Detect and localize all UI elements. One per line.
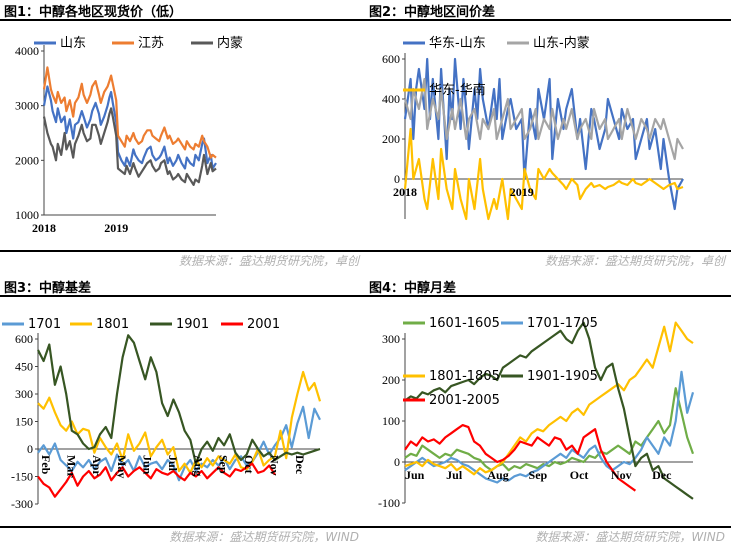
y-tick-label: 0 bbox=[394, 172, 400, 186]
panel-basis: 图3：中醇基差 -300 -150 0 150 300 450 600 Feb Mar Apr Ma… bbox=[0, 276, 365, 548]
x-tick-label: Nov bbox=[267, 455, 281, 476]
y-tick-label: 100 bbox=[382, 414, 400, 428]
y-tick-label: 600 bbox=[382, 52, 400, 66]
y-tick-label: 0 bbox=[27, 442, 33, 456]
y-tick-label: 400 bbox=[382, 92, 400, 106]
x-tick-label: Apr bbox=[90, 455, 104, 476]
chart-calendar-spread: -100 0 100 200 300 Jun Jul Aug Sep Oct Nov Dec 1601-… bbox=[378, 316, 695, 510]
series-line-华东-山东 bbox=[403, 57, 684, 211]
y-tick-label: 3000 bbox=[15, 99, 39, 113]
legend-label: 内蒙 bbox=[217, 35, 243, 51]
y-tick-label: 1000 bbox=[15, 208, 39, 222]
legend-label: 1901-1905 bbox=[527, 369, 598, 384]
source-note: 数据来源：盛达期货研究院，卓创 bbox=[178, 254, 359, 268]
y-tick-label: 4000 bbox=[15, 44, 39, 58]
series-line-1701-1705 bbox=[404, 370, 695, 484]
series-line-1901 bbox=[37, 334, 321, 465]
source-divider bbox=[0, 250, 365, 252]
panel-methanol-spot: 图1：中醇各地区现货价（低） 1000 2000 3000 4000 2018 2019 山… bbox=[0, 0, 365, 272]
legend-label: 华东-华南 bbox=[429, 82, 486, 98]
x-tick-label: Jul bbox=[446, 468, 463, 482]
x-tick-label: Aug bbox=[191, 455, 205, 476]
legend-label: 1801 bbox=[96, 317, 129, 332]
series-line-华东-华南 bbox=[403, 127, 684, 221]
x-tick-label: 2018 bbox=[393, 185, 417, 199]
series-line-1901-1905 bbox=[404, 321, 694, 500]
series-line-1701 bbox=[37, 405, 321, 482]
legend-label: 山东 bbox=[60, 36, 86, 51]
source-note: 数据来源：盛达期货研究院，WIND bbox=[169, 530, 359, 544]
legend-label: 1601-1605 bbox=[429, 316, 500, 331]
legend-label: 1801-1805 bbox=[429, 369, 500, 384]
x-tick-label: 2019 bbox=[510, 185, 534, 199]
title-divider bbox=[0, 295, 365, 297]
legend-label: 1701-1705 bbox=[527, 316, 598, 331]
chart-basis: -300 -150 0 150 300 450 600 Feb Mar Apr May Jun Jul A… bbox=[2, 317, 322, 511]
series-line-山东 bbox=[42, 85, 217, 170]
panel-calendar-spread: 图4：中醇月差 -100 0 100 200 300 Jun Jul Aug Sep Oct Nov… bbox=[365, 276, 731, 548]
x-tick-label: Oct bbox=[242, 455, 256, 474]
y-tick-label: 0 bbox=[394, 455, 400, 469]
legend-label: 2001 bbox=[247, 317, 280, 332]
x-tick-label: 2018 bbox=[32, 221, 56, 235]
panel-regional-spread: 图2：中醇地区间价差 0 200 400 600 2018 2019 华东-山东 山东-内蒙华… bbox=[365, 0, 731, 272]
panel-title: 图4：中醇月差 bbox=[369, 281, 457, 296]
series-line-1801-1805 bbox=[404, 321, 694, 476]
source-divider bbox=[365, 250, 731, 252]
chart-spot-price: 1000 2000 3000 4000 2018 2019 山东 江苏 内蒙 bbox=[15, 35, 243, 235]
y-tick-label: -100 bbox=[378, 496, 400, 510]
y-tick-label: 2000 bbox=[15, 153, 39, 167]
x-tick-label: May bbox=[115, 455, 129, 478]
series-line-山东-内蒙 bbox=[403, 77, 684, 161]
title-divider bbox=[0, 19, 365, 21]
legend-label: 山东-内蒙 bbox=[533, 35, 590, 51]
x-tick-label: Aug bbox=[487, 468, 508, 482]
x-tick-label: Sep bbox=[217, 455, 231, 474]
title-divider bbox=[365, 19, 731, 21]
y-tick-label: 300 bbox=[382, 332, 400, 346]
legend-label: 江苏 bbox=[138, 35, 164, 51]
source-divider bbox=[0, 526, 365, 528]
x-tick-label: Nov bbox=[611, 468, 632, 482]
y-tick-label: 200 bbox=[382, 373, 400, 387]
series-line-江苏 bbox=[42, 66, 217, 159]
title-divider bbox=[365, 295, 731, 297]
x-tick-label: Sep bbox=[529, 468, 548, 482]
y-tick-label: -300 bbox=[11, 497, 33, 511]
panel-title: 图2：中醇地区间价差 bbox=[369, 5, 496, 20]
y-tick-label: 450 bbox=[15, 360, 33, 374]
panel-title: 图3：中醇基差 bbox=[4, 281, 92, 296]
x-tick-label: Feb bbox=[39, 455, 53, 475]
legend-label: 华东-山东 bbox=[429, 36, 486, 51]
x-tick-label: Jun bbox=[405, 468, 425, 482]
y-tick-label: -150 bbox=[11, 470, 33, 484]
x-tick-label: 2019 bbox=[104, 221, 128, 235]
series-line-内蒙 bbox=[42, 107, 217, 186]
x-tick-label: Jun bbox=[141, 455, 155, 475]
x-tick-label: Jul bbox=[166, 455, 180, 472]
x-tick-label: Dec bbox=[652, 468, 672, 482]
series-line-2001-2005 bbox=[404, 424, 637, 492]
y-tick-label: 200 bbox=[382, 132, 400, 146]
x-tick-label: Oct bbox=[570, 468, 589, 482]
y-tick-label: 150 bbox=[15, 415, 33, 429]
panel-title: 图1：中醇各地区现货价（低） bbox=[4, 5, 183, 20]
source-divider bbox=[365, 526, 731, 528]
series-line-2001 bbox=[37, 462, 276, 498]
source-note: 数据来源：盛达期货研究院，WIND bbox=[535, 530, 725, 544]
legend-label: 1901 bbox=[176, 317, 209, 332]
legend-label: 1701 bbox=[28, 317, 61, 332]
x-tick-label: Dec bbox=[293, 455, 307, 475]
source-note: 数据来源：盛达期货研究院，卓创 bbox=[544, 254, 725, 268]
y-tick-label: 300 bbox=[15, 387, 33, 401]
y-tick-label: 600 bbox=[15, 332, 33, 346]
x-tick-label: Mar bbox=[64, 455, 78, 478]
legend-label: 2001-2005 bbox=[429, 393, 500, 408]
